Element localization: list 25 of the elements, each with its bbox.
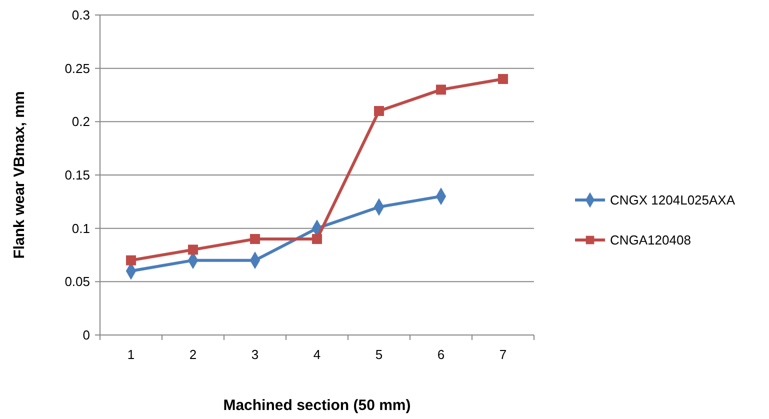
legend-label: CNGA120408 — [610, 232, 691, 248]
x-tick-label: 7 — [499, 347, 507, 362]
x-tick-label: 2 — [189, 347, 197, 362]
point — [498, 74, 508, 84]
x-axis-title: Machined section (50 mm) — [223, 397, 411, 414]
point — [436, 84, 446, 95]
x-tick-label: 3 — [251, 347, 259, 362]
y-tick-label: 0.15 — [64, 168, 90, 183]
y-tick-label: 0.3 — [72, 8, 90, 23]
point — [126, 255, 136, 266]
point — [312, 234, 322, 244]
y-tick-label: 0 — [82, 328, 90, 343]
point — [250, 234, 260, 244]
point — [374, 106, 384, 116]
y-tick-label: 0.2 — [72, 114, 90, 130]
legend-label: CNGX 1204L025AXA — [610, 192, 736, 208]
y-axis-title: Flank wear VBmax, mm — [11, 91, 28, 259]
y-tick-label: 0.25 — [64, 60, 90, 76]
x-tick-label: 5 — [375, 347, 383, 362]
x-tick-label: 6 — [437, 347, 445, 362]
x-tick-label: 1 — [127, 347, 135, 362]
point — [188, 244, 198, 255]
x-tick-label: 4 — [313, 347, 321, 362]
y-tick-label: 0.1 — [72, 220, 90, 236]
y-tick-label: 0.05 — [64, 274, 90, 290]
